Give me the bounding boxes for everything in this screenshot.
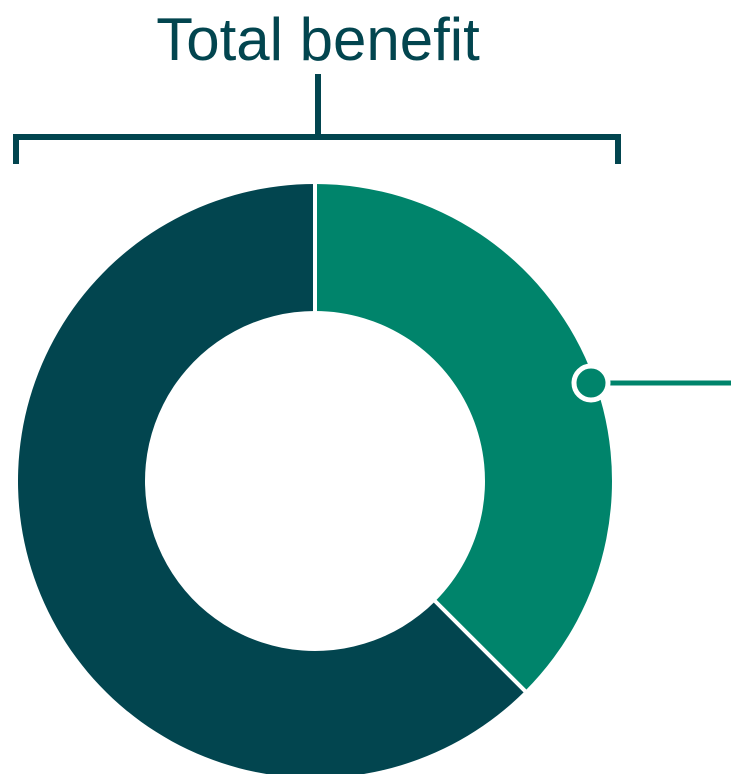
- slice-separator-2: [433, 599, 528, 694]
- slice-separators: [313, 183, 528, 694]
- chart-title: Total benefit: [156, 6, 480, 73]
- callout-dot: [571, 363, 611, 403]
- title-bracket: [13, 74, 621, 164]
- slice-callout: [571, 363, 731, 403]
- donut-slices: [18, 184, 613, 774]
- donut-slice-1: [315, 184, 613, 692]
- donut-slice-2: [18, 184, 526, 774]
